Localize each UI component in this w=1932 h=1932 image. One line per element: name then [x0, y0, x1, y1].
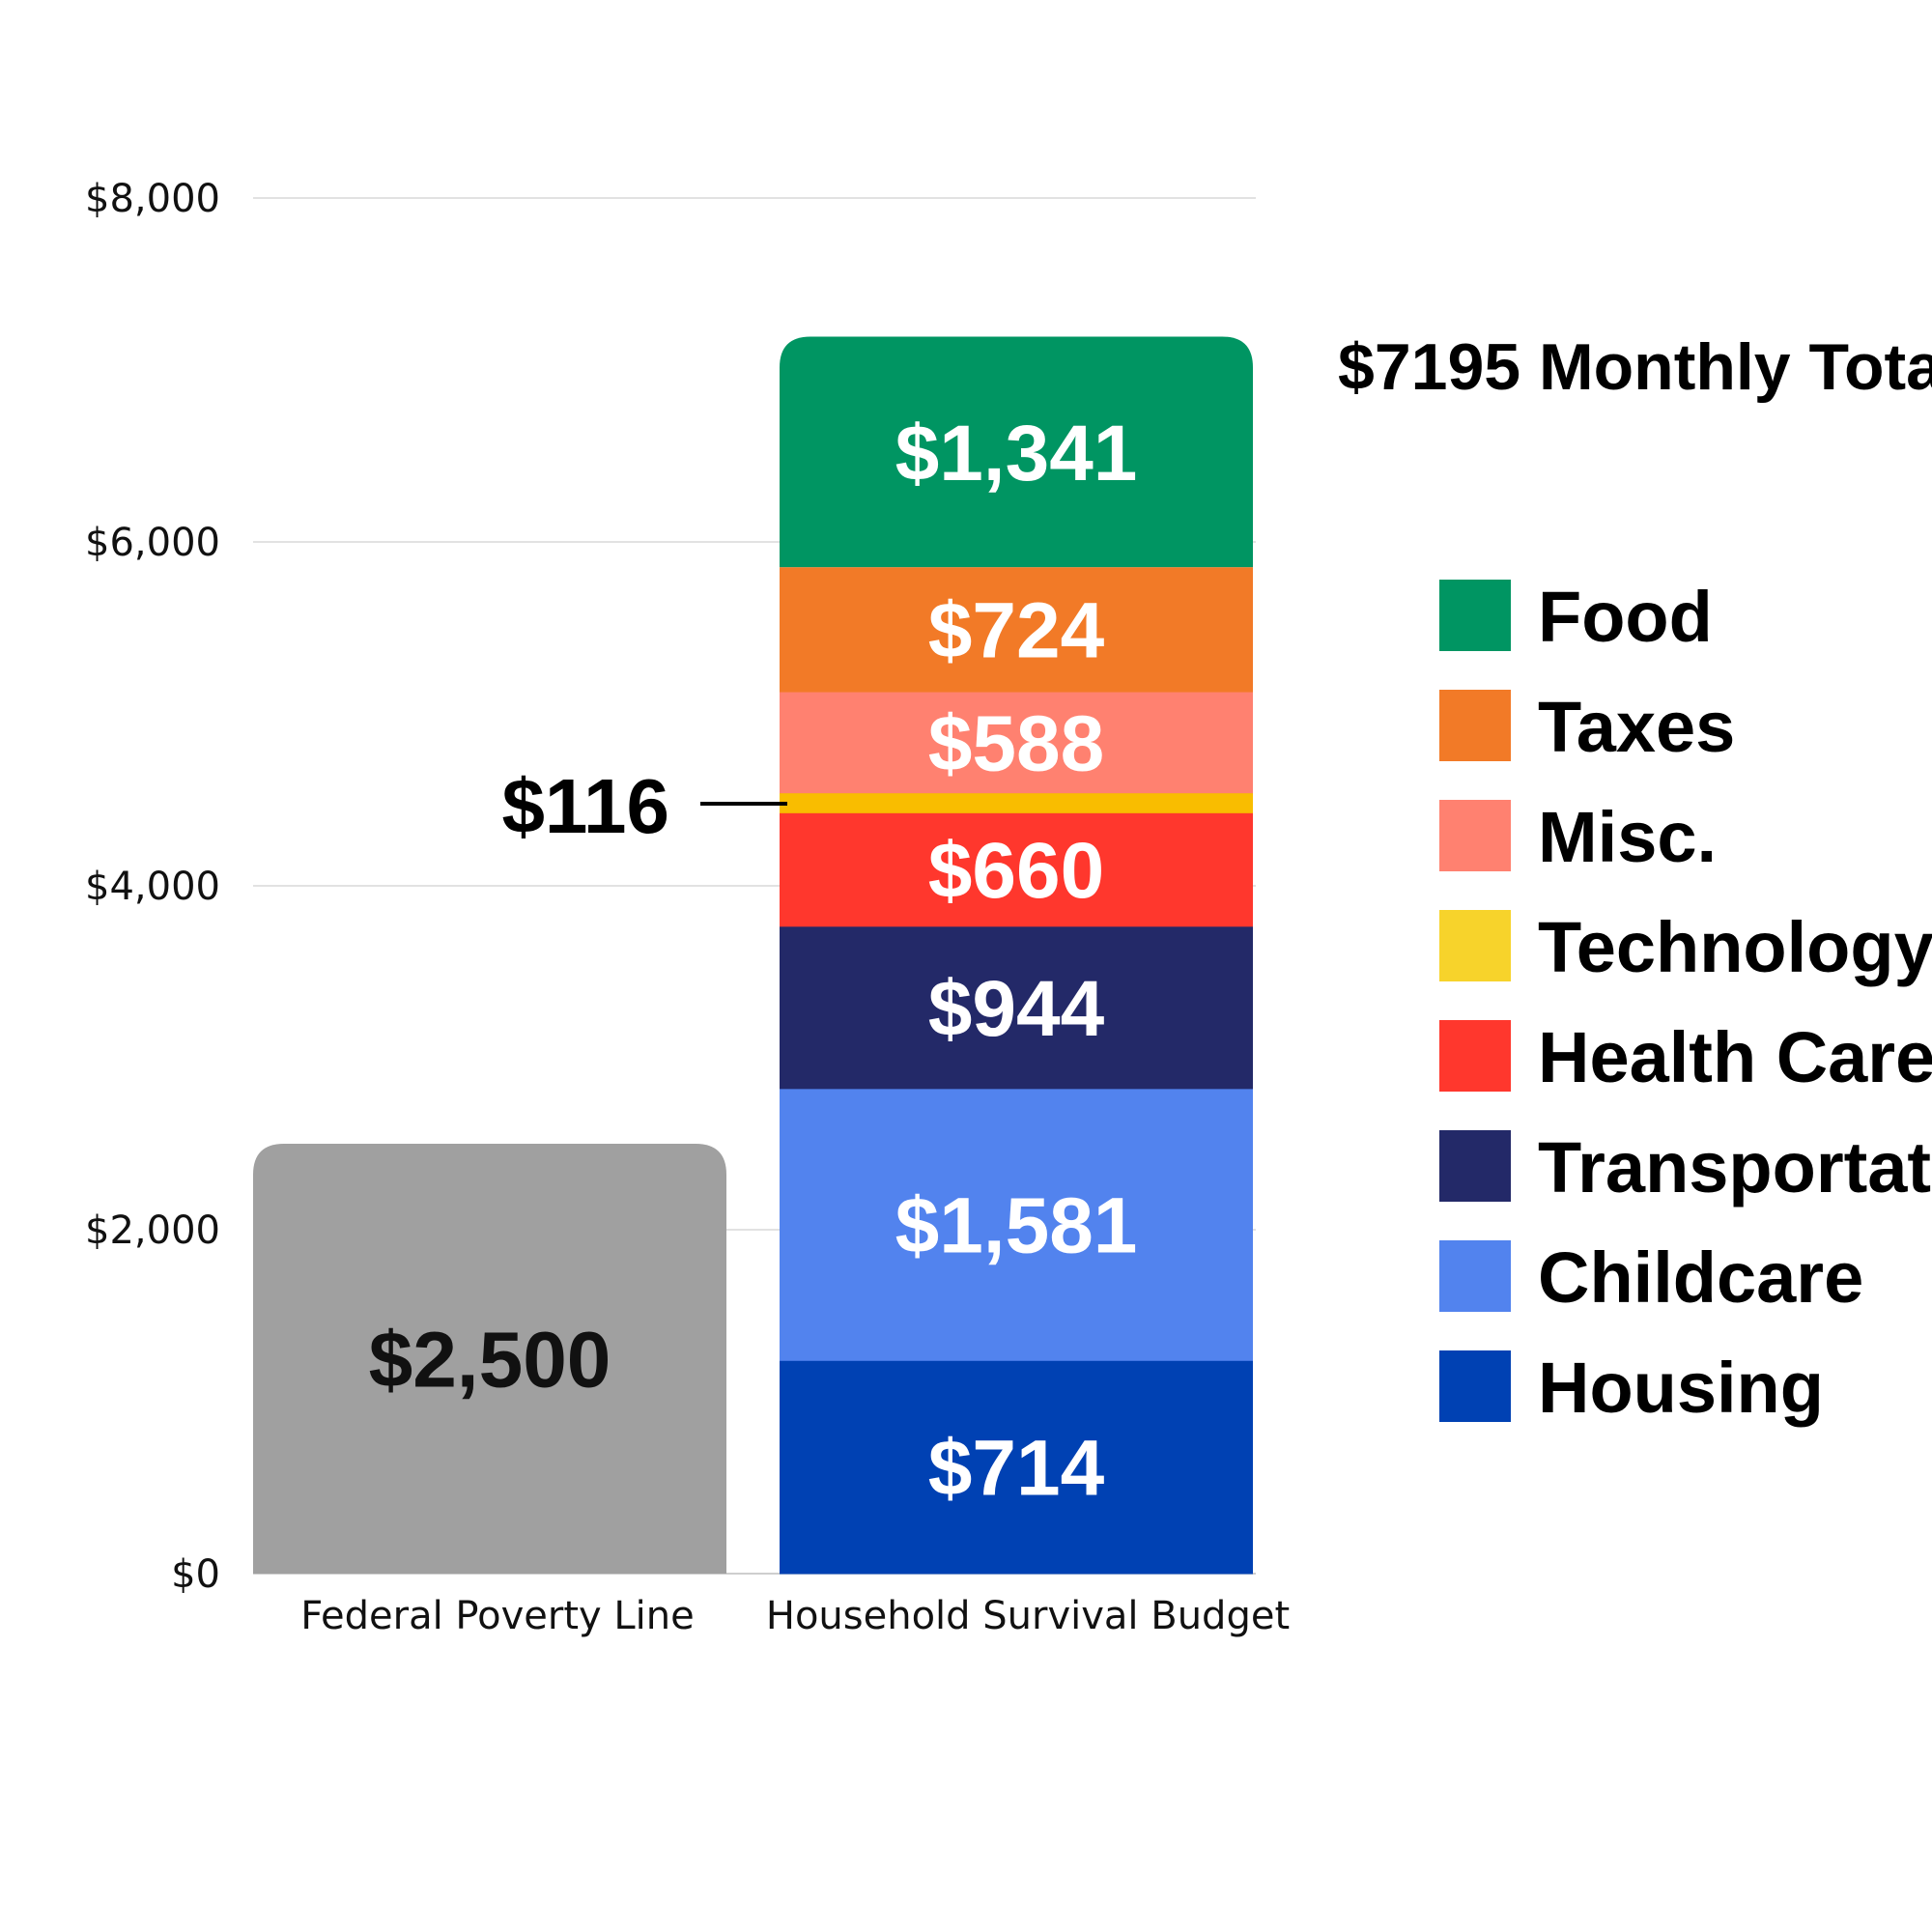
bar-label-federal-poverty-line: $2,500: [369, 1317, 611, 1405]
legend-swatch-misc: [1439, 800, 1511, 871]
legend-label-transportation: Transportation: [1538, 1127, 1932, 1208]
legend-swatch-taxes: [1439, 690, 1511, 761]
segment-health-care: [780, 812, 1253, 927]
y-tick-label: $4,000: [85, 865, 220, 909]
segment-housing: [780, 1360, 1253, 1575]
technology-callout-label: $116: [501, 763, 669, 849]
segment-misc: [780, 692, 1253, 794]
legend-label-housing: Housing: [1538, 1348, 1824, 1428]
y-tick-label: $0: [171, 1552, 220, 1597]
segment-label-food: $1,341: [895, 410, 1138, 497]
segment-label-transportation: $944: [928, 965, 1105, 1053]
segment-food: [780, 336, 1253, 568]
legend-swatch-transportation: [1439, 1130, 1511, 1202]
bars: $2,500 $714 $1,581 $944 $660 $588 $724 $1,341: [253, 336, 1253, 1575]
segment-label-housing: $714: [928, 1425, 1105, 1513]
legend-swatch-technology: [1439, 910, 1511, 981]
legend-label-taxes: Taxes: [1538, 687, 1735, 767]
legend-label-childcare: Childcare: [1538, 1237, 1863, 1318]
y-tick-label: $8,000: [85, 177, 220, 221]
x-axis: Federal Poverty Line Household Survival B…: [300, 1594, 1290, 1638]
monthly-total-annotation: $7195 Monthly Total: [1338, 330, 1932, 404]
segment-label-misc: $588: [928, 699, 1104, 787]
segment-childcare: [780, 1088, 1253, 1361]
legend-label-health-care: Health Care: [1538, 1017, 1932, 1097]
legend-swatch-health-care: [1439, 1020, 1511, 1092]
annotations: $7195 Monthly Total $116: [501, 330, 1932, 849]
legend-swatch-housing: [1439, 1350, 1511, 1422]
legend-swatch-childcare: [1439, 1240, 1511, 1312]
y-tick-label: $6,000: [85, 521, 220, 565]
segment-transportation: [780, 925, 1253, 1090]
x-category-label: Federal Poverty Line: [300, 1594, 695, 1638]
legend-label-misc: Misc.: [1538, 797, 1717, 877]
legend: Food Taxes Misc. Technology Health Care Trans…: [1439, 577, 1932, 1428]
segment-label-childcare: $1,581: [895, 1182, 1138, 1270]
segment-label-health-care: $660: [928, 827, 1104, 915]
segment-technology: [780, 792, 1253, 813]
bar-federal-poverty-line: [253, 1144, 726, 1574]
x-category-label: Household Survival Budget: [766, 1594, 1290, 1638]
legend-label-food: Food: [1538, 577, 1713, 657]
y-tick-label: $2,000: [85, 1208, 220, 1253]
segment-taxes: [780, 567, 1253, 693]
y-axis: $0 $2,000 $4,000 $6,000 $8,000: [85, 177, 220, 1597]
segment-label-taxes: $724: [928, 587, 1105, 675]
legend-label-technology: Technology: [1538, 907, 1932, 987]
legend-swatch-food: [1439, 580, 1511, 651]
